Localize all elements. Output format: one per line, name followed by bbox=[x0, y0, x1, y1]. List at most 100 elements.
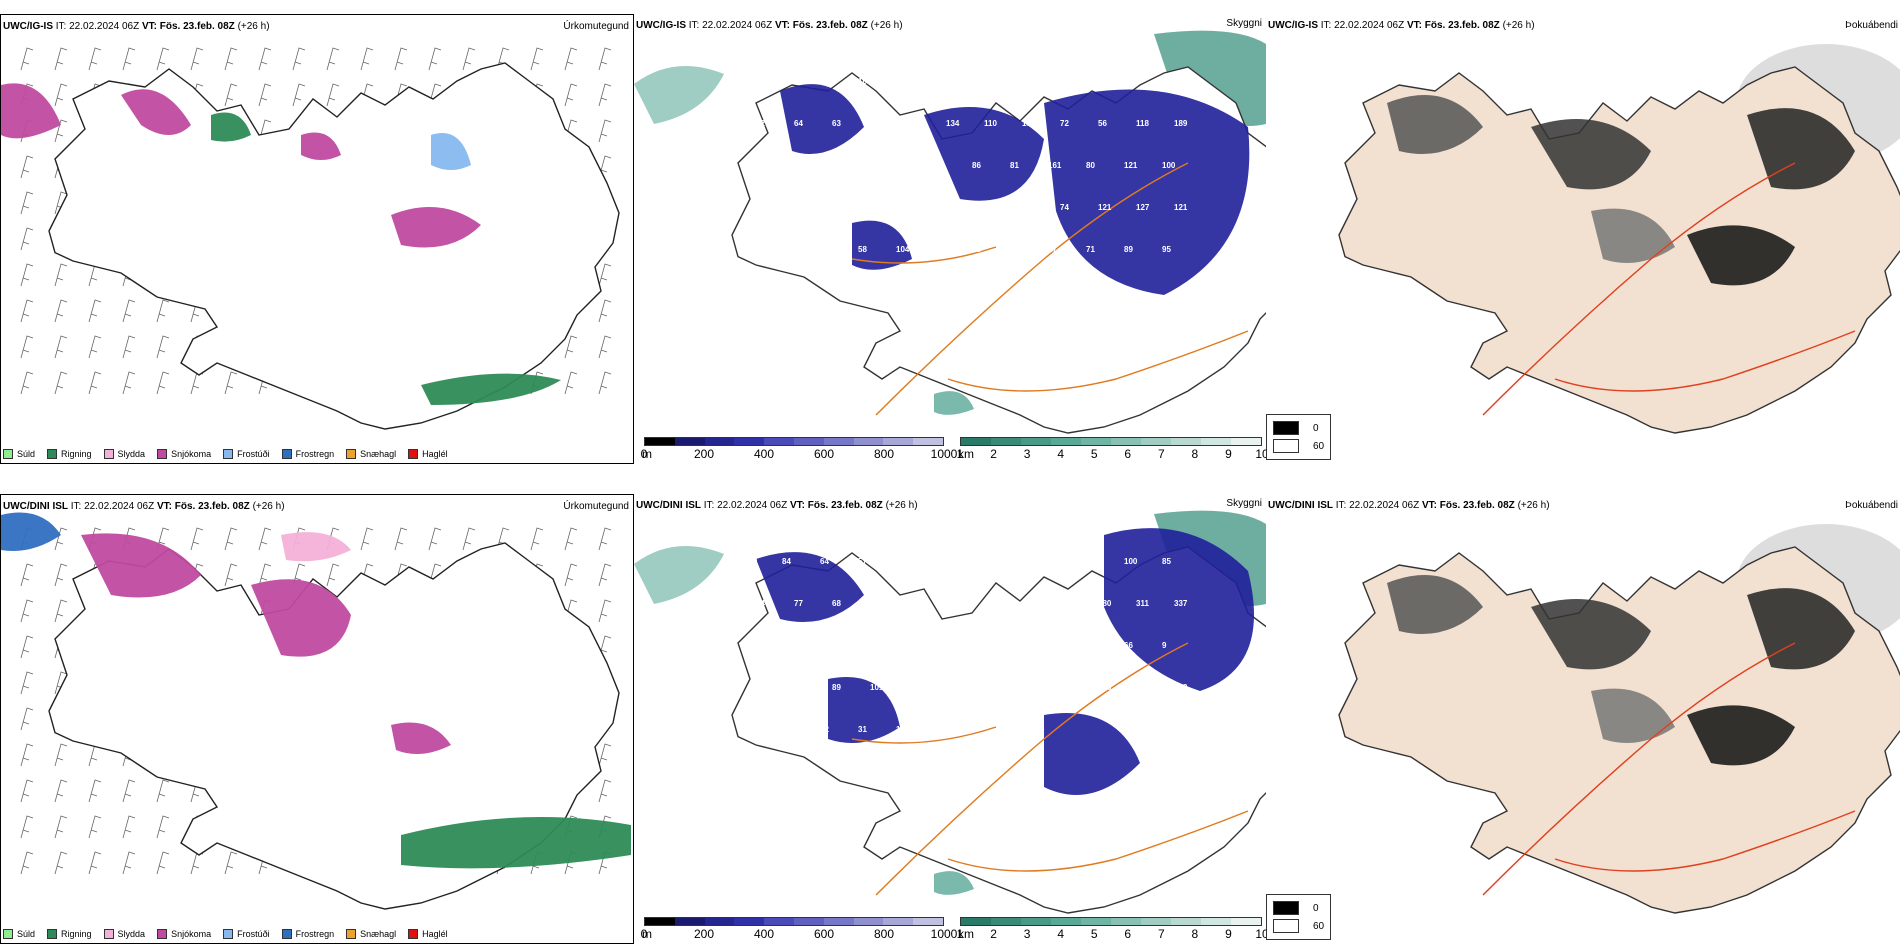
wind-barb bbox=[190, 851, 204, 875]
precip-area bbox=[301, 132, 341, 160]
precip-area bbox=[431, 133, 471, 170]
wind-barb bbox=[20, 815, 34, 839]
fog-map-title-1: UWC/IG-IS IT: 22.02.2024 06Z VT: Fös. 23… bbox=[1268, 20, 1535, 31]
colorbar-segment bbox=[704, 918, 735, 925]
colorbar-tick: 7 bbox=[1157, 927, 1165, 941]
wind-barb bbox=[122, 779, 136, 803]
height-colorbar-1: m 0 200 400 600 800 1000 bbox=[641, 437, 958, 461]
colorbar-segment bbox=[853, 438, 884, 445]
cloud-base-label: 110 bbox=[984, 119, 997, 128]
cloud-base-label: 143 bbox=[934, 245, 948, 254]
wind-barb bbox=[20, 155, 34, 179]
colorbar-ticks: 1 2 3 4 5 6 7 8 9 10 bbox=[957, 446, 1266, 461]
colorbar-segment bbox=[823, 918, 854, 925]
precip-legend-1: Súld Rigning Slydda Snjókoma Frostúði Frostre… bbox=[3, 449, 448, 459]
precip-field-name-2: Úrkomutegund bbox=[563, 501, 629, 512]
wind-barb bbox=[564, 47, 578, 71]
wind-barb bbox=[462, 47, 476, 71]
cloud-base-label: 148 bbox=[782, 725, 796, 734]
precip-map-2 bbox=[1, 512, 631, 910]
wind-barb bbox=[258, 83, 272, 107]
wind-barb bbox=[224, 371, 238, 395]
fog-legend-row: 60 bbox=[1273, 917, 1324, 935]
colorbar-segment bbox=[645, 918, 675, 925]
legend-label: Súld bbox=[17, 929, 36, 939]
wind-barb bbox=[258, 47, 272, 71]
wind-barb bbox=[224, 83, 238, 107]
colorbar-tick: 800 bbox=[873, 927, 895, 941]
cloud-map-title-1: UWC/IG-IS IT: 22.02.2024 06Z VT: Fös. 23… bbox=[636, 20, 903, 31]
cloud-base-label: 112 bbox=[908, 683, 921, 692]
cloud-base-label: 120 bbox=[782, 245, 796, 254]
wind-barb bbox=[564, 527, 578, 551]
colorbar-segment bbox=[793, 438, 824, 445]
colorbar-segment bbox=[883, 918, 914, 925]
legend-swatch bbox=[157, 449, 168, 459]
cloud-base-label: 161 bbox=[1048, 161, 1062, 170]
fog-area bbox=[1591, 688, 1675, 743]
colorbar-ticks: 1 2 3 4 5 6 7 8 9 10 bbox=[957, 926, 1266, 941]
cloud-base-label: 75 bbox=[1060, 683, 1069, 692]
cloud-base-label: 109 bbox=[744, 245, 758, 254]
legend-label: Snæhagl bbox=[360, 929, 397, 939]
wind-barb bbox=[20, 263, 34, 287]
cloud-base-label: 52 bbox=[972, 641, 981, 650]
legend-label: Frostúði bbox=[237, 929, 270, 939]
cloud-base-label: 422 bbox=[1060, 599, 1074, 608]
colorbar-tick: 10 bbox=[1255, 447, 1266, 461]
fog-legend-label: 0 bbox=[1313, 902, 1319, 914]
legend-swatch bbox=[103, 929, 114, 939]
wind-barb bbox=[20, 671, 34, 695]
cloud-base-label: 64 bbox=[820, 557, 829, 566]
cloud-base-label: 264 bbox=[984, 683, 998, 692]
fog-legend-label: 60 bbox=[1313, 920, 1325, 932]
cloud-base-label: 89 bbox=[1124, 245, 1133, 254]
colorbar-tick: 3 bbox=[1023, 927, 1031, 941]
cloud-base-label: 104 bbox=[896, 245, 910, 254]
colorbar-ticks: 0 200 400 600 800 1000 bbox=[641, 446, 958, 461]
precip-legend-2: Súld Rigning Slydda Snjókoma Frostúði Frostre… bbox=[3, 929, 448, 939]
precip-area bbox=[391, 722, 451, 754]
cloud-base-label: 66 bbox=[870, 203, 879, 212]
colorbar-segment bbox=[1201, 918, 1231, 925]
cloud-base-label: 149 bbox=[744, 557, 758, 566]
cloud-field-name-2: Skyggni bbox=[1226, 498, 1262, 509]
cloud-base-label: 69 bbox=[984, 599, 993, 608]
precip-map-panel-1: UWC/IG-IS IT: 22.02.2024 06Z VT: Fös. 23… bbox=[0, 14, 634, 464]
colorbar-tick: 200 bbox=[693, 927, 715, 941]
wind-barb bbox=[122, 47, 136, 71]
precip-area bbox=[421, 373, 561, 405]
precip-legend-item: Rigning bbox=[47, 449, 92, 459]
colorbar-segment bbox=[1081, 438, 1111, 445]
colorbar-unit: m bbox=[642, 447, 652, 461]
colorbar-segment bbox=[734, 438, 765, 445]
wind-barb bbox=[598, 527, 612, 551]
cloud-base-label: 71 bbox=[1086, 245, 1095, 254]
colorbar-tick: 4 bbox=[1057, 447, 1064, 461]
visibility-area bbox=[934, 391, 974, 415]
cloud-base-label: 135 bbox=[1048, 641, 1062, 650]
colorbar-segment bbox=[1021, 438, 1051, 445]
colorbar-segment bbox=[1051, 438, 1081, 445]
precip-area bbox=[211, 112, 251, 142]
wind-barb bbox=[530, 527, 544, 551]
cloud-base-label: 150 bbox=[934, 557, 948, 566]
cloud-base-label: 63 bbox=[832, 119, 841, 128]
legend-swatch bbox=[281, 929, 292, 939]
colorbar-segment bbox=[1141, 918, 1171, 925]
wind-barb bbox=[20, 227, 34, 251]
colorbar-segment bbox=[1231, 918, 1261, 925]
cloud-base-label: 129 bbox=[820, 77, 834, 86]
wind-barb bbox=[156, 815, 170, 839]
precip-legend-item: Slydda bbox=[103, 449, 145, 459]
precip-area bbox=[251, 579, 351, 657]
colorbar-tick: 2 bbox=[990, 447, 997, 461]
wind-barb bbox=[292, 83, 306, 107]
fog-area bbox=[1591, 208, 1675, 263]
cloud-base-label: 105 bbox=[1022, 599, 1036, 608]
coastline bbox=[48, 542, 620, 910]
wind-barb bbox=[20, 299, 34, 323]
fog-legend-label: 0 bbox=[1313, 422, 1319, 434]
cloud-base-label: 196 bbox=[832, 203, 846, 212]
colorbar-segment bbox=[674, 918, 705, 925]
